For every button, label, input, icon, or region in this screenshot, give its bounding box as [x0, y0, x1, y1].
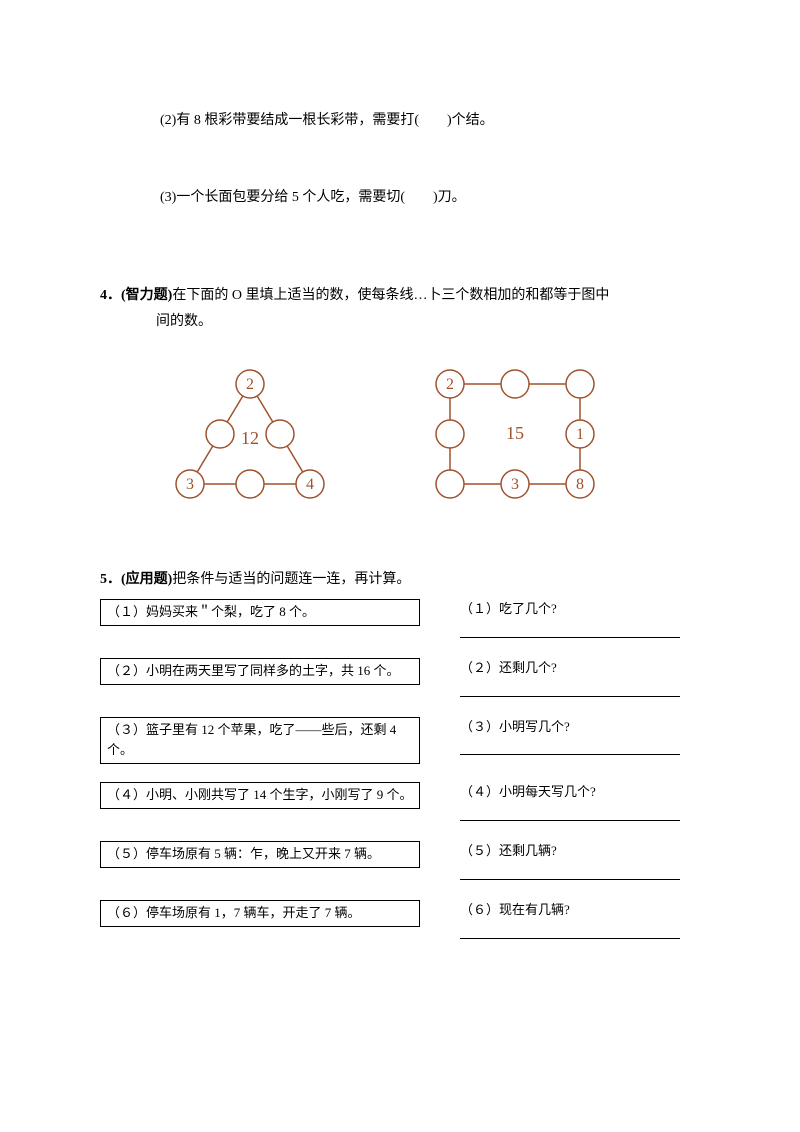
tri-br: 4	[306, 476, 314, 493]
condition-box-3: （３）篮子里有 12 个苹果，吃了——些后，还剩 4 个。	[100, 717, 420, 765]
sq-mr: 1	[576, 426, 584, 443]
sq-bm: 3	[511, 476, 519, 493]
diagrams-container: 2 3 4 12	[160, 359, 700, 509]
match-row-4: （４）小明、小刚共写了 14 个生字，小刚写了 9 个。 （４）小明每天写几个?	[100, 782, 700, 823]
question-text-6: （６）现在有几辆?	[460, 900, 660, 921]
q3-text: (3)一个长面包要分给 5 个人吃，需要切( )刀。	[160, 190, 466, 205]
match-row-5: （５）停车场原有 5 辆：乍，晚上又开来 7 辆。 （５）还剩几辆?	[100, 841, 700, 882]
question-text-3: （３）小明写几个?	[460, 717, 660, 738]
tri-center: 12	[241, 428, 259, 448]
match-row-6: （６）停车场原有 1，7 辆车，开走了 7 辆。 （６）现在有几辆?	[100, 900, 700, 941]
q4-number: 4．	[100, 288, 121, 303]
question-3-3: (3)一个长面包要分给 5 个人吃，需要切( )刀。	[160, 187, 700, 209]
condition-box-5: （５）停车场原有 5 辆：乍，晚上又开来 7 辆。	[100, 841, 420, 868]
tri-top: 2	[246, 376, 254, 393]
question-text-4: （４）小明每天写几个?	[460, 782, 660, 803]
answer-line-2	[460, 681, 660, 699]
q5-text: 把条件与适当的问题连一连，再计算。	[172, 572, 410, 587]
q2-text: (2)有 8 根彩带要结成一根长彩带，需要打( )个结。	[160, 113, 494, 128]
sq-center: 15	[506, 423, 524, 443]
match-row-1: （１）妈妈买来＂个梨，吃了 8 个。 （１）吃了几个?	[100, 599, 700, 640]
answer-line-1	[460, 622, 660, 640]
square-diagram: 2 1 3 8 15	[420, 359, 610, 509]
question-text-1: （１）吃了几个?	[460, 599, 660, 620]
match-row-3: （３）篮子里有 12 个苹果，吃了——些后，还剩 4 个。 （３）小明写几个?	[100, 717, 700, 765]
question-4-header: 4．(智力题)在下面的 O 里填上适当的数，使每条线…卜三个数相加的和都等于图中	[100, 285, 700, 307]
question-text-5: （５）还剩几辆?	[460, 841, 660, 862]
answer-line-3	[460, 739, 660, 757]
tri-bl: 3	[186, 476, 194, 493]
sq-tl: 2	[446, 376, 454, 393]
q4-title: (智力题)	[121, 288, 172, 303]
answer-line-5	[460, 864, 660, 882]
question-5-header: 5．(应用题)把条件与适当的问题连一连，再计算。	[100, 569, 700, 591]
q5-number: 5．	[100, 572, 121, 587]
match-row-2: （２）小明在两天里写了同样多的土字，共 16 个。 （２）还剩几个?	[100, 658, 700, 699]
answer-line-4	[460, 805, 660, 823]
question-3-2: (2)有 8 根彩带要结成一根长彩带，需要打( )个结。	[160, 110, 700, 132]
q5-title: (应用题)	[121, 572, 172, 587]
q4-text-line1: 在下面的 O 里填上适当的数，使每条线…卜三个数相加的和都等于图中	[172, 288, 609, 303]
condition-box-4: （４）小明、小刚共写了 14 个生字，小刚写了 9 个。	[100, 782, 420, 809]
answer-line-6	[460, 923, 660, 941]
sq-br: 8	[576, 476, 584, 493]
question-text-2: （２）还剩几个?	[460, 658, 660, 679]
triangle-diagram: 2 3 4 12	[160, 359, 340, 509]
condition-box-2: （２）小明在两天里写了同样多的土字，共 16 个。	[100, 658, 420, 685]
condition-box-6: （６）停车场原有 1，7 辆车，开走了 7 辆。	[100, 900, 420, 927]
condition-box-1: （１）妈妈买来＂个梨，吃了 8 个。	[100, 599, 420, 626]
q4-text-line2: 间的数。	[156, 311, 700, 333]
